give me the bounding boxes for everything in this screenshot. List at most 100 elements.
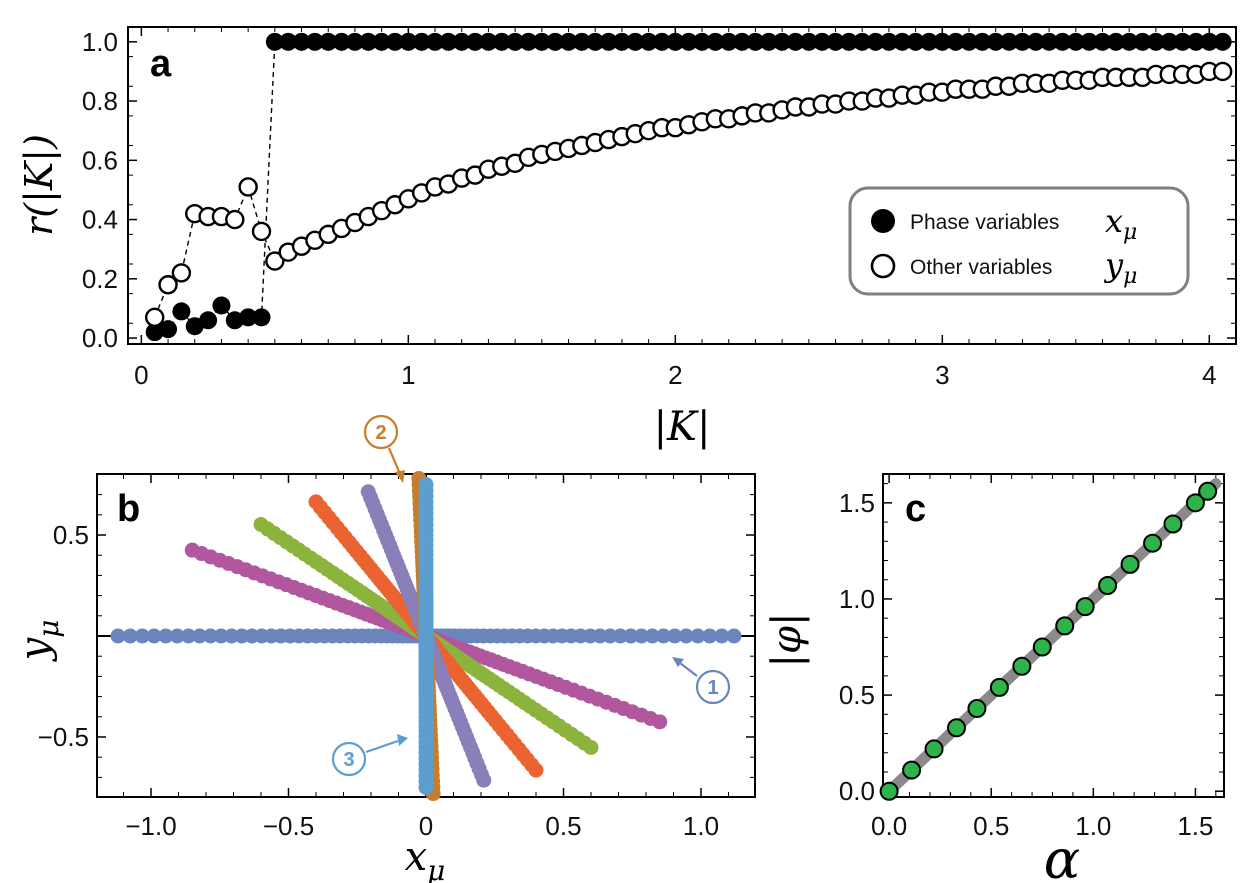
other-point	[265, 251, 285, 271]
phase-point	[960, 32, 979, 51]
data-point	[1012, 656, 1032, 676]
data-point	[879, 781, 899, 801]
callout-2-arrowhead-icon	[395, 470, 405, 483]
data-point	[1143, 533, 1163, 553]
data-point	[667, 628, 683, 644]
phase-point	[1200, 32, 1219, 51]
phase-point	[666, 32, 685, 51]
data-point	[1198, 481, 1218, 501]
phase-point	[572, 32, 591, 51]
callout-2-label: 2	[375, 422, 386, 444]
phase-point	[866, 32, 885, 51]
phase-point	[532, 32, 551, 51]
phase-point	[799, 32, 818, 51]
callout-1-circle	[695, 669, 731, 705]
x-tick-label: 3	[935, 360, 949, 390]
phase-point	[1213, 32, 1232, 51]
panel-b-xlabel: xμ	[405, 834, 446, 883]
x-tick-label: 0.5	[973, 811, 1009, 841]
callout-3-label: 3	[343, 749, 354, 771]
data-point	[1163, 514, 1183, 534]
y-tick-label: 0.8	[82, 86, 118, 116]
phase-point	[1093, 32, 1112, 51]
other-point	[171, 263, 192, 283]
phase-point	[919, 32, 938, 51]
data-point	[714, 628, 730, 644]
data-point	[924, 739, 944, 759]
phase-point	[172, 302, 191, 321]
other-point	[225, 209, 245, 230]
y-tick-label: 0.6	[82, 145, 118, 175]
phase-point	[733, 32, 752, 51]
callout-1-arrowhead-icon	[672, 657, 684, 667]
phase-point	[1040, 32, 1059, 51]
legend-open-circle-icon	[870, 253, 896, 279]
y-tick-label: 0.5	[839, 680, 875, 710]
legend-label-phase: Phase variables	[910, 211, 1059, 234]
phase-point	[786, 32, 805, 51]
phase-point	[199, 311, 218, 330]
panel-c-xlabel: α	[1044, 828, 1080, 883]
phase-point	[546, 32, 565, 51]
phase-point	[452, 32, 471, 51]
phase-point	[839, 32, 858, 51]
phase-point	[986, 32, 1005, 51]
phase-point	[1026, 32, 1045, 51]
phase-point	[466, 32, 485, 51]
data-point	[1075, 597, 1095, 617]
phase-point	[706, 32, 725, 51]
phase-point	[893, 32, 912, 51]
x-tick-label: 1	[401, 360, 415, 390]
callout-3-circle	[331, 741, 367, 777]
series-6	[418, 477, 434, 795]
data-point	[1185, 493, 1205, 513]
other-point	[144, 307, 165, 328]
data-point	[989, 677, 1009, 697]
x-tick-label: 1.5	[1177, 811, 1213, 841]
phase-point	[693, 32, 712, 51]
legend-label-other: Other variables	[910, 256, 1052, 279]
data-point	[583, 740, 599, 756]
series-1-dashed-line	[154, 184, 276, 318]
panel-c-frame	[882, 473, 1225, 798]
y-tick-label: 1.0	[82, 27, 118, 57]
data-point	[690, 628, 706, 644]
panel-b-data	[97, 470, 755, 802]
phase-point	[1146, 32, 1165, 51]
phase-point	[332, 32, 351, 51]
data-point	[702, 628, 718, 644]
phase-point	[1106, 32, 1125, 51]
data-point	[1055, 616, 1075, 636]
data-point	[726, 628, 742, 644]
panel-c-ticks: 0.0 0.0 0.5 0.5 1.0 1.0 1.5 1.5	[839, 474, 1224, 841]
legend-frame	[848, 186, 1190, 296]
panel-c-data	[879, 478, 1222, 801]
phase-point	[933, 32, 952, 51]
other-point	[251, 221, 272, 242]
phase-point	[679, 32, 698, 51]
y-tick-label: −0.5	[38, 722, 89, 752]
phase-point	[1066, 32, 1085, 51]
phase-point	[439, 32, 458, 51]
y-tick-label: 0.4	[82, 205, 118, 235]
phase-point	[652, 32, 671, 51]
panel-b-letter: b	[117, 488, 140, 530]
phase-point	[746, 32, 765, 51]
phase-point	[826, 32, 845, 51]
data-point	[476, 772, 492, 788]
phase-point	[813, 32, 832, 51]
other-point	[238, 177, 258, 197]
phase-point	[519, 32, 538, 51]
phase-point	[372, 32, 391, 51]
callout-2-circle	[363, 414, 399, 450]
x-tick-label: 0.0	[871, 811, 907, 841]
phase-point	[292, 32, 311, 51]
x-tick-label: 0	[419, 811, 433, 841]
phase-point	[252, 308, 271, 327]
x-tick-label: −1.0	[125, 811, 176, 841]
data-point	[1120, 554, 1140, 574]
panel-a-frame	[127, 26, 1237, 345]
phase-point	[279, 32, 298, 51]
data-point	[652, 714, 668, 730]
